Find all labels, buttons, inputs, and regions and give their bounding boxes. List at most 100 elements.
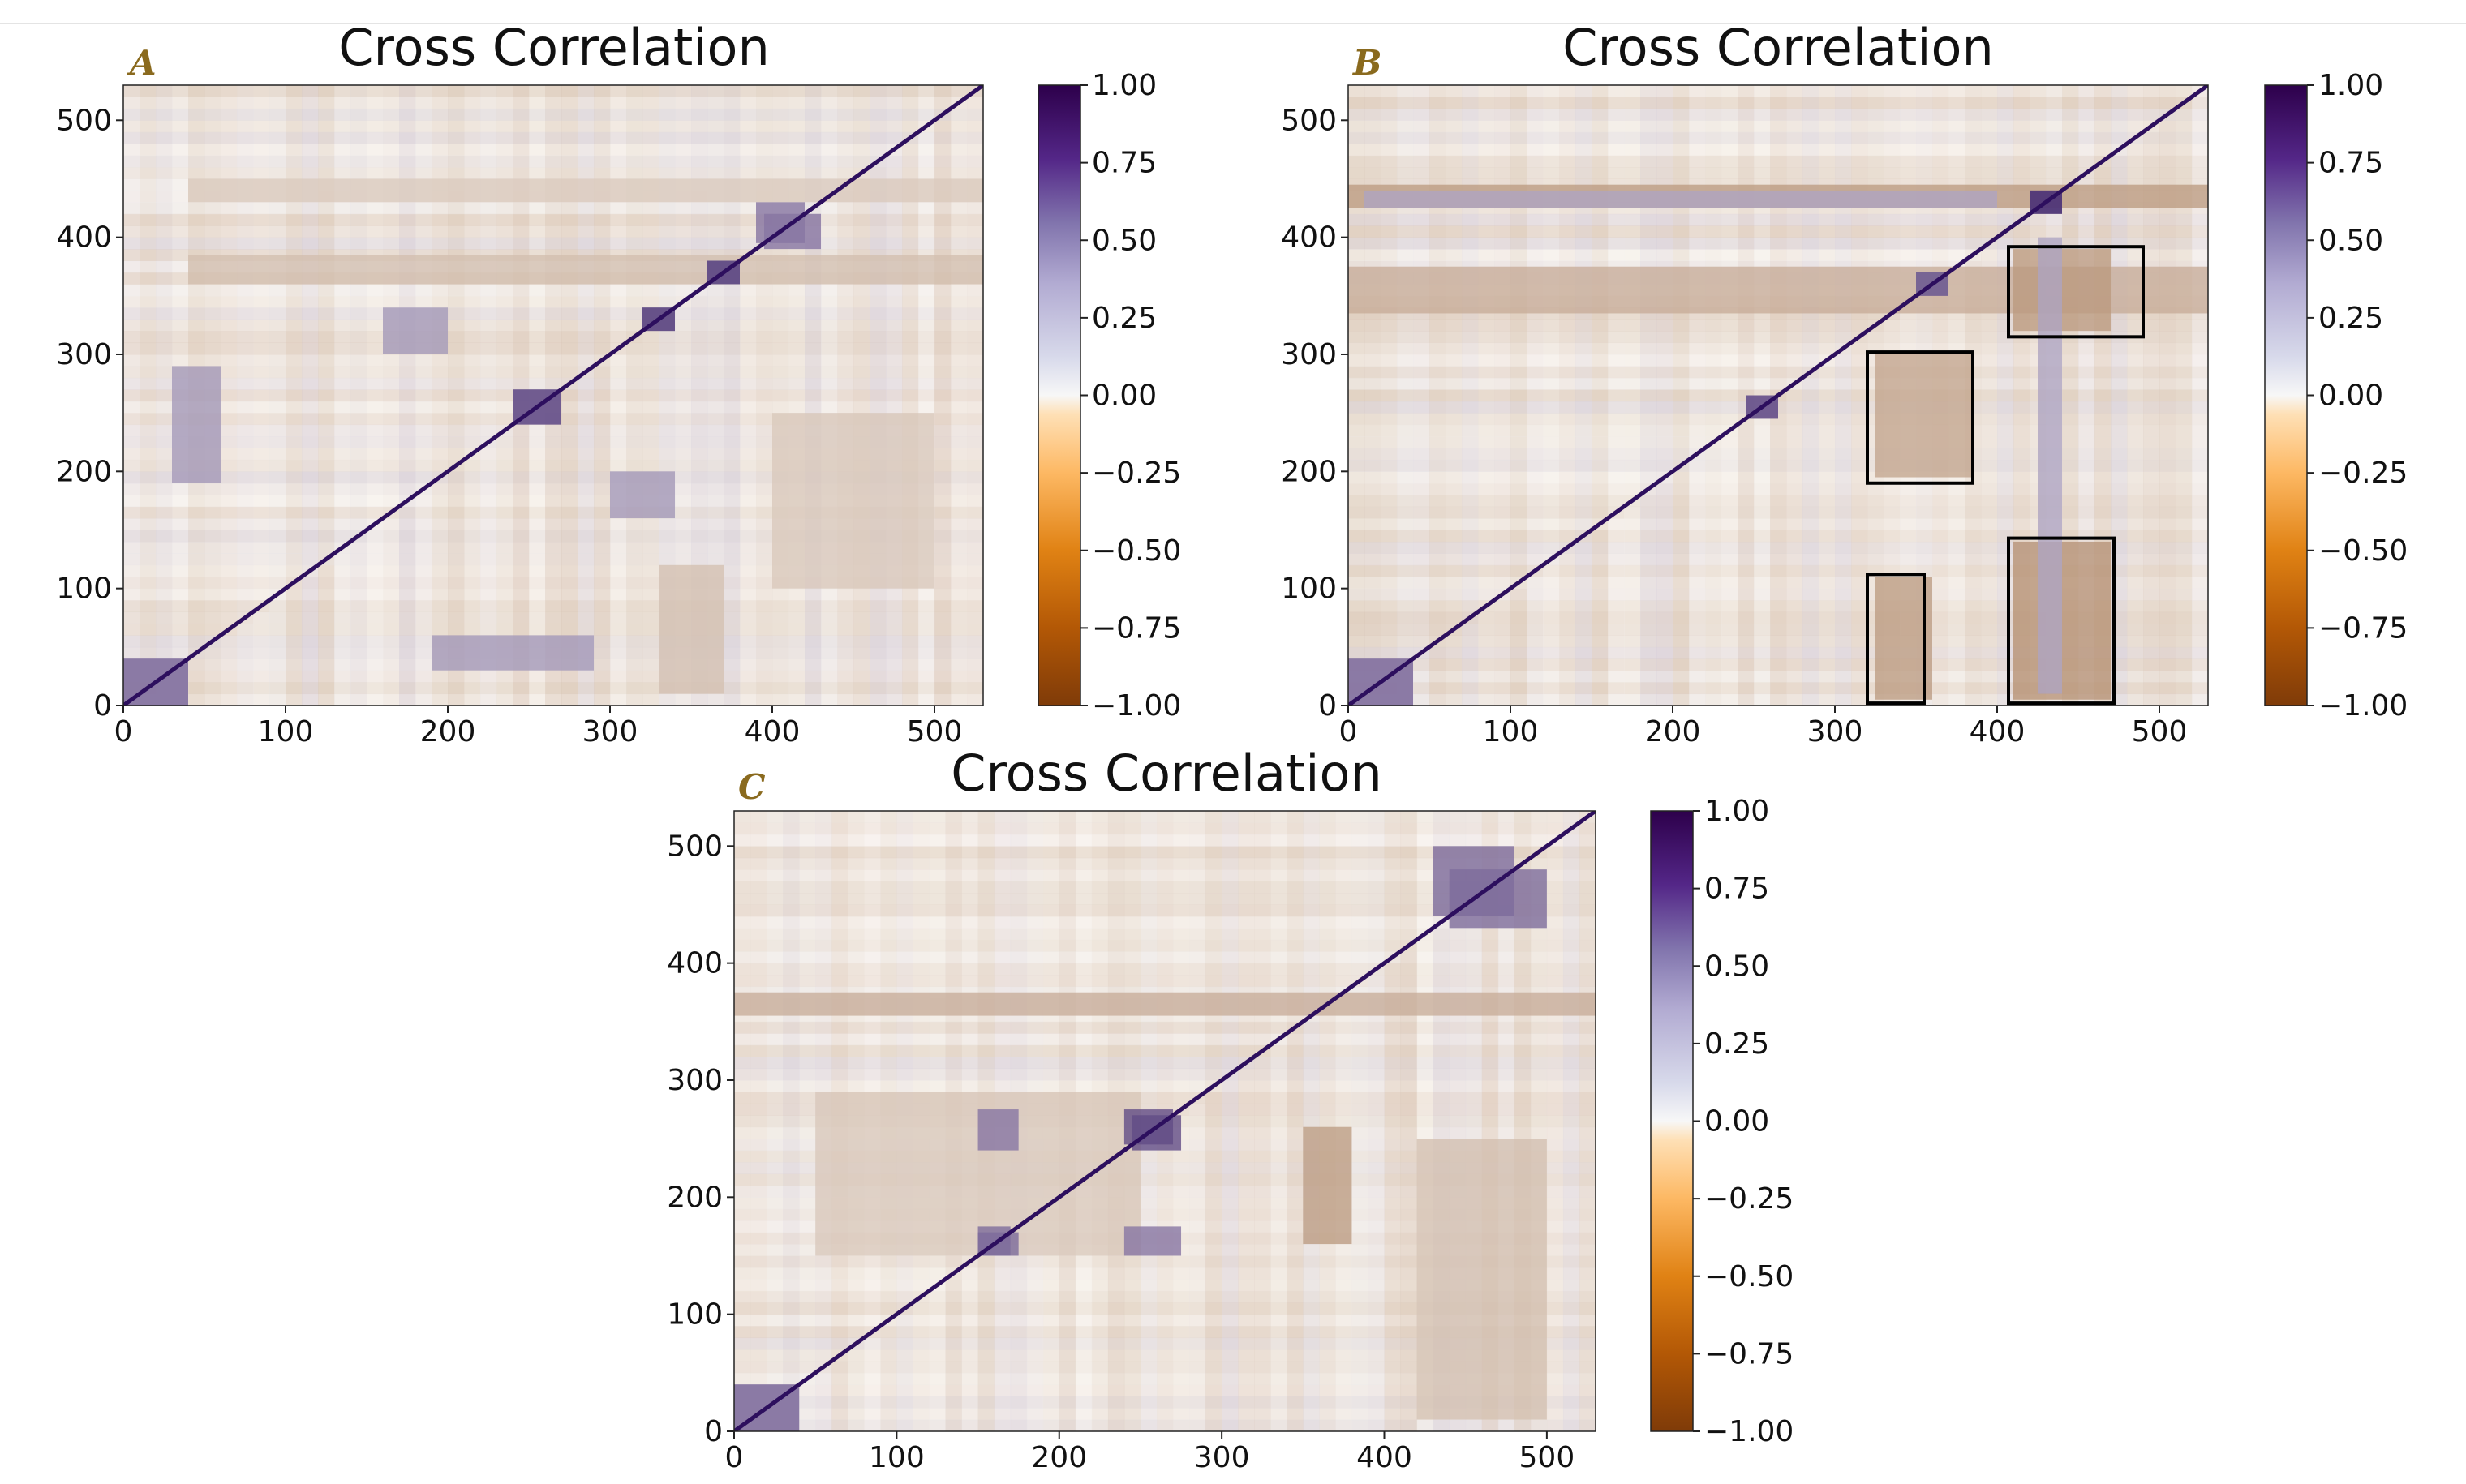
row-band bbox=[1348, 646, 2208, 659]
x-tick-label: 400 bbox=[1970, 715, 2026, 748]
y-tick-label: 100 bbox=[667, 1298, 723, 1332]
column-band bbox=[1384, 811, 1402, 1431]
y-tick-label: 100 bbox=[56, 573, 112, 606]
column-band bbox=[1640, 85, 1657, 706]
row-band bbox=[734, 1290, 1596, 1303]
row-band bbox=[123, 155, 983, 168]
column-band bbox=[1546, 811, 1564, 1431]
row-band bbox=[1348, 413, 2208, 426]
panel-b: B Cross Correlation 0 100 200 300 400 500 0 100… bbox=[1281, 18, 2408, 748]
row-band bbox=[734, 857, 1596, 870]
row-band bbox=[734, 951, 1596, 964]
colorbar-tick-label: 0.00 bbox=[1704, 1105, 1769, 1139]
column-band bbox=[1705, 85, 1722, 706]
column-band bbox=[967, 85, 983, 706]
panel-letter-a: A bbox=[127, 43, 157, 83]
highlight-box bbox=[2007, 245, 2145, 339]
column-band bbox=[1429, 85, 1446, 706]
anticorrelation-block bbox=[659, 564, 724, 694]
column-band bbox=[1381, 85, 1398, 706]
row-band bbox=[1348, 518, 2208, 530]
column-band bbox=[286, 85, 303, 706]
anticorrelation-block bbox=[734, 992, 1596, 1016]
diagonal-line bbox=[734, 811, 1596, 1431]
colorbar-tick-label: −0.75 bbox=[1704, 1337, 1794, 1370]
column-band bbox=[383, 85, 400, 706]
panel-a-axes: 0 100 200 300 400 500 0 100 200 300 400 500 bbox=[56, 84, 984, 748]
correlation-block-mirror bbox=[432, 635, 594, 671]
colorbar-tick-label: −0.75 bbox=[1092, 611, 1181, 645]
column-band bbox=[918, 85, 935, 706]
row-band bbox=[734, 1326, 1596, 1339]
row-band bbox=[123, 564, 983, 577]
x-tick-label: 100 bbox=[869, 1441, 925, 1474]
column-band bbox=[1478, 85, 1495, 706]
panel-letter-c: C bbox=[738, 767, 766, 807]
column-band bbox=[302, 85, 319, 706]
x-tick-label: 200 bbox=[420, 715, 476, 748]
column-band bbox=[1624, 85, 1641, 706]
row-band bbox=[123, 623, 983, 636]
y-tick-label: 300 bbox=[667, 1064, 723, 1097]
colorbar-tick-label: 0.25 bbox=[1704, 1027, 1769, 1061]
column-band bbox=[707, 85, 724, 706]
row-band bbox=[734, 1033, 1596, 1046]
column-band bbox=[1579, 811, 1596, 1431]
colorbar-tick-label: 0.25 bbox=[2318, 302, 2383, 335]
row-band bbox=[1348, 600, 2208, 613]
row-band bbox=[123, 284, 983, 297]
colorbar-gradient bbox=[2264, 84, 2308, 706]
x-tick-label: 0 bbox=[1339, 715, 1358, 748]
column-band bbox=[1527, 85, 1544, 706]
panel-c-colorbar: 1.00 0.75 0.50 0.25 0.00 −0.25 −0.50 −0.75 −1.00 bbox=[1650, 795, 1794, 1448]
anticorrelation-block bbox=[188, 255, 983, 285]
row-band bbox=[734, 1068, 1596, 1081]
row-band bbox=[1348, 167, 2208, 179]
column-band bbox=[2192, 85, 2208, 706]
row-band bbox=[1348, 495, 2208, 508]
colorbar-tick-label: 1.00 bbox=[1704, 795, 1769, 828]
row-band bbox=[1348, 424, 2208, 437]
column-band bbox=[1819, 85, 1836, 706]
panel-a-heatmap bbox=[123, 85, 983, 706]
row-band bbox=[1348, 131, 2208, 144]
correlation-block-mirror bbox=[383, 307, 448, 354]
row-band bbox=[734, 811, 1596, 823]
row-band bbox=[734, 939, 1596, 952]
diagonal-line bbox=[1348, 85, 2208, 706]
row-band bbox=[123, 97, 983, 109]
column-band bbox=[1222, 811, 1239, 1431]
row-band bbox=[1348, 97, 2208, 109]
row-band bbox=[734, 834, 1596, 847]
column-band bbox=[675, 85, 692, 706]
y-tick-label: 200 bbox=[56, 455, 112, 488]
column-band bbox=[659, 85, 676, 706]
row-band bbox=[123, 295, 983, 308]
column-band bbox=[642, 85, 659, 706]
row-band bbox=[1348, 448, 2208, 461]
x-tick-label: 300 bbox=[582, 715, 638, 748]
column-band bbox=[1510, 85, 1527, 706]
row-band bbox=[1348, 658, 2208, 671]
row-band bbox=[734, 1419, 1596, 1431]
row-band bbox=[1348, 693, 2208, 706]
colorbar-tick-label: −0.50 bbox=[1704, 1260, 1794, 1293]
row-band bbox=[734, 1255, 1596, 1268]
row-band bbox=[123, 577, 983, 590]
column-band bbox=[269, 85, 286, 706]
row-band bbox=[734, 975, 1596, 988]
row-band bbox=[1348, 623, 2208, 636]
row-band bbox=[1348, 564, 2208, 577]
column-band bbox=[561, 85, 578, 706]
column-band bbox=[1562, 811, 1580, 1431]
correlation-block-mirror bbox=[1364, 190, 1997, 208]
y-tick-label: 500 bbox=[667, 830, 723, 863]
row-band bbox=[123, 670, 983, 683]
colorbar-tick-label: −1.00 bbox=[1092, 689, 1181, 723]
x-tick-label: 200 bbox=[1645, 715, 1701, 748]
row-band bbox=[123, 342, 983, 355]
row-band bbox=[734, 1279, 1596, 1292]
row-band bbox=[1348, 120, 2208, 133]
column-band bbox=[1851, 85, 1868, 706]
column-band bbox=[2127, 85, 2144, 706]
